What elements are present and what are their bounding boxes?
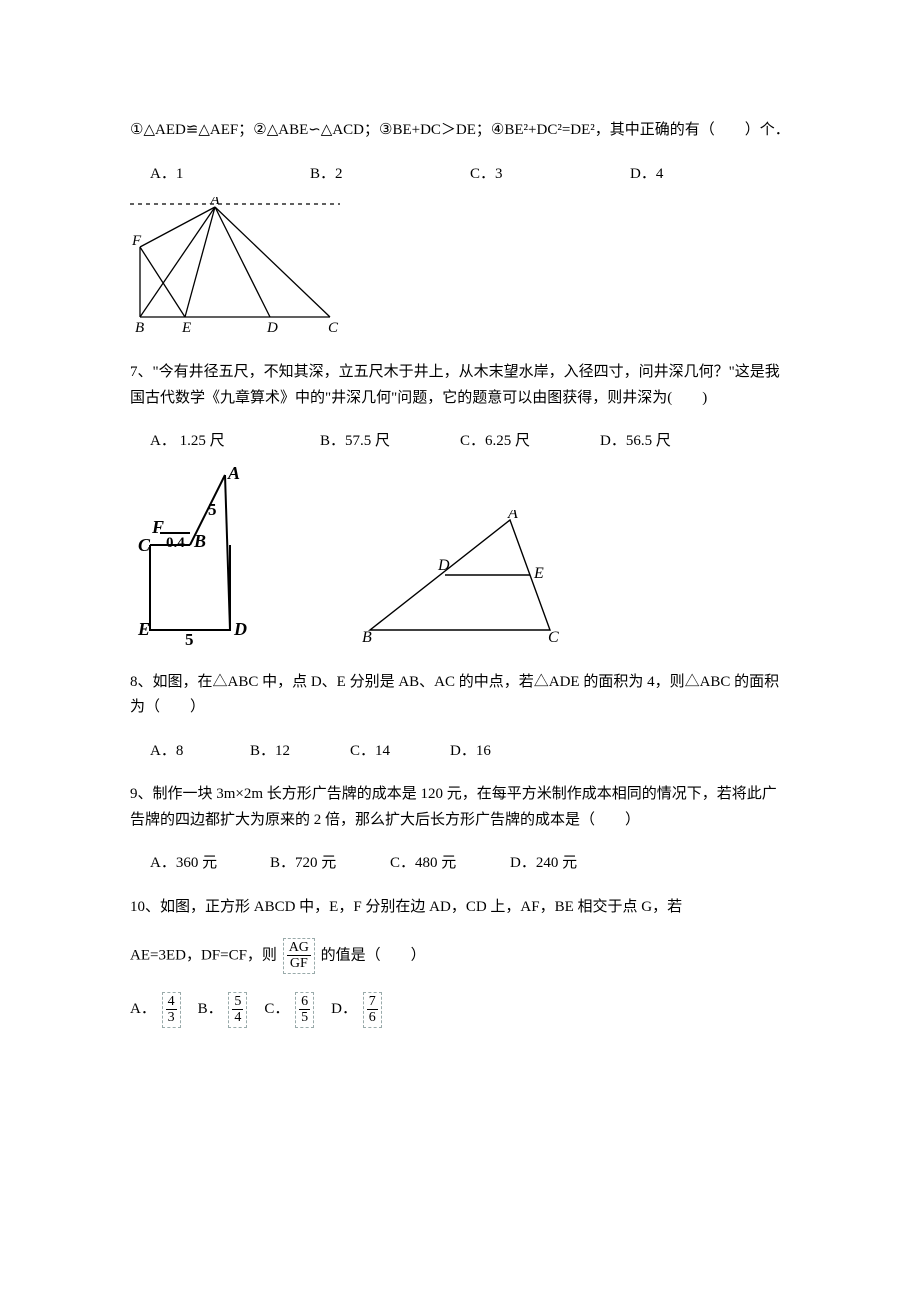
- q7-figure-triangle: A B C D E: [360, 510, 570, 650]
- q7-figure-well: A B C D E F 0.4 5 5: [130, 465, 260, 650]
- svg-text:E: E: [181, 320, 191, 336]
- q7-opt-c: C．6.25 尺: [460, 429, 600, 455]
- q9-text: 9、制作一块 3m×2m 长方形广告牌的成本是 120 元，在每平方米制作成本相…: [130, 782, 790, 833]
- svg-text:D: D: [233, 619, 247, 639]
- q10-text2-post: 的值是（ ）: [321, 947, 426, 963]
- svg-text:C: C: [548, 629, 559, 646]
- svg-text:E: E: [533, 565, 544, 582]
- svg-text:0.4: 0.4: [166, 535, 185, 551]
- q8-opt-b: B．12: [250, 739, 350, 765]
- q8-opt-a: A．8: [150, 739, 250, 765]
- q6-opt-a: A．1: [150, 162, 310, 188]
- q8-opt-d: D．16: [450, 739, 550, 765]
- svg-text:A: A: [507, 510, 518, 522]
- svg-text:C: C: [328, 320, 339, 336]
- q8-opt-c: C．14: [350, 739, 450, 765]
- q7-opt-a: A． 1.25 尺: [150, 429, 320, 455]
- q8-options: A．8 B．12 C．14 D．16: [150, 739, 790, 765]
- q9-opt-a: A．360 元: [150, 851, 270, 877]
- q6-line: ①△AED≌△AEF；②△ABE∽△ACD；③BE+DC＞DE；④BE²+DC²…: [130, 122, 790, 138]
- q7-opt-d: D．56.5 尺: [600, 429, 740, 455]
- q10-opt-b: B． 54: [198, 1001, 254, 1017]
- q6-figure: A F B E D C: [130, 197, 350, 342]
- q10-text1: 10、如图，正方形 ABCD 中，E，F 分别在边 AD，CD 上，AF，BE …: [130, 895, 790, 921]
- q6-opt-d: D．4: [630, 162, 790, 188]
- q9-options: A．360 元 B．720 元 C．480 元 D．240 元: [150, 851, 790, 877]
- svg-text:5: 5: [208, 500, 217, 519]
- q6-statement: ①△AED≌△AEF；②△ABE∽△ACD；③BE+DC＞DE；④BE²+DC²…: [130, 118, 790, 144]
- svg-text:B: B: [193, 531, 206, 551]
- q9-opt-d: D．240 元: [510, 851, 630, 877]
- q6-opt-c: C．3: [470, 162, 630, 188]
- svg-text:E: E: [137, 619, 150, 639]
- svg-text:5: 5: [185, 630, 194, 649]
- q7-opt-b: B．57.5 尺: [320, 429, 460, 455]
- svg-text:D: D: [437, 557, 450, 574]
- svg-text:A: A: [227, 465, 240, 483]
- svg-text:B: B: [135, 320, 144, 336]
- svg-text:F: F: [151, 517, 164, 537]
- q10-text2: AE=3ED，DF=CF，则 AG GF 的值是（ ）: [130, 938, 790, 974]
- q9-opt-c: C．480 元: [390, 851, 510, 877]
- q9-opt-b: B．720 元: [270, 851, 390, 877]
- q7-options: A． 1.25 尺 B．57.5 尺 C．6.25 尺 D．56.5 尺: [150, 429, 790, 455]
- q10-options: A． 43 B． 54 C． 65 D． 76: [130, 992, 790, 1028]
- q10-opt-a: A． 43: [130, 1001, 186, 1017]
- svg-text:A: A: [209, 197, 220, 208]
- q8-text: 8、如图，在△ABC 中，点 D、E 分别是 AB、AC 的中点，若△ADE 的…: [130, 670, 790, 721]
- q6-options: A．1 B．2 C．3 D．4: [150, 162, 790, 188]
- q10-opt-d: D． 76: [331, 1001, 384, 1017]
- svg-text:F: F: [131, 233, 142, 249]
- q10-opt-c: C． 65: [264, 1001, 320, 1017]
- svg-text:D: D: [266, 320, 278, 336]
- q10-frac-ag-gf: AG GF: [283, 938, 315, 974]
- q10-text2-pre: AE=3ED，DF=CF，则: [130, 947, 277, 963]
- svg-text:C: C: [138, 535, 151, 555]
- q7-text: 7、"今有井径五尺，不知其深，立五尺木于井上，从木末望水岸，入径四寸，问井深几何…: [130, 360, 790, 411]
- svg-text:B: B: [362, 629, 372, 646]
- q6-opt-b: B．2: [310, 162, 470, 188]
